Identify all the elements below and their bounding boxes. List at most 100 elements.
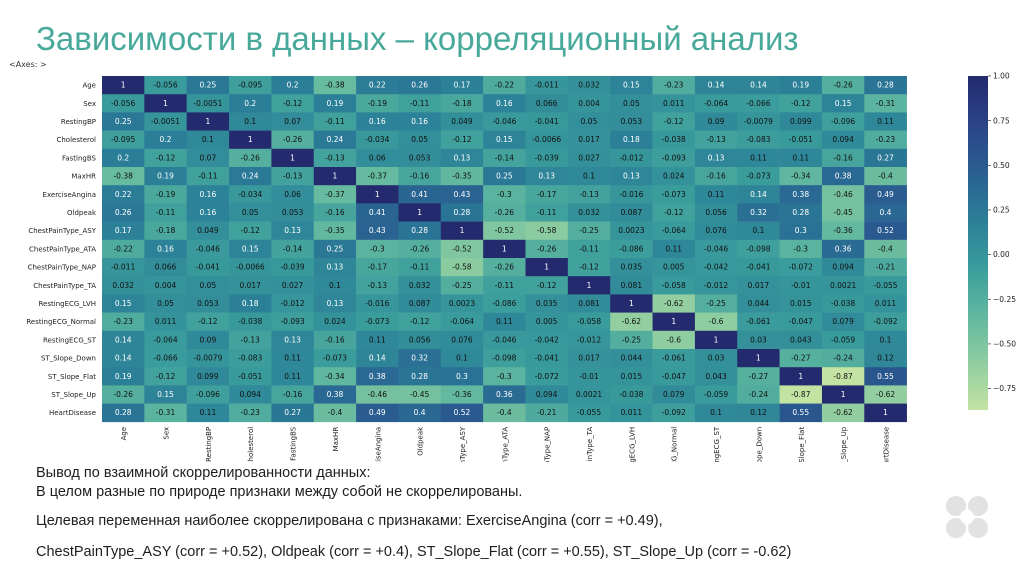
cell-value-label: 0.043 [705, 372, 727, 381]
cell-value-label: 1 [163, 99, 168, 108]
cell-value-label: 0.017 [578, 135, 600, 144]
heatmap-cell [652, 94, 696, 113]
cell-value-label: -0.26 [283, 135, 303, 144]
cell-value-label: 1 [333, 172, 338, 181]
heatmap-cell [567, 294, 611, 313]
heatmap-cell [567, 130, 611, 150]
heatmap-cell [483, 185, 526, 204]
cell-value-label: 0.004 [155, 281, 177, 290]
heatmap-cell [271, 130, 315, 150]
heatmap-cell [525, 349, 569, 368]
heatmap-cell [652, 276, 696, 295]
cell-value-label: -0.066 [746, 99, 770, 108]
cell-value-label: -0.3 [370, 244, 385, 253]
heatmap-cell [483, 112, 526, 131]
heatmap-cell [737, 258, 780, 277]
heatmap-cell [186, 94, 230, 113]
cell-value-label: -0.051 [789, 135, 813, 144]
heatmap-cell [567, 276, 611, 295]
heatmap-cell [229, 403, 272, 423]
cell-value-label: 1 [502, 244, 507, 253]
heatmap-cell [779, 94, 823, 113]
cell-value-label: -0.3 [497, 372, 512, 381]
cell-value-label: -0.11 [198, 172, 218, 181]
cell-value-label: 0.049 [197, 226, 219, 235]
column-tick-label: rciseAngina [374, 427, 382, 462]
cell-value-label: 0.1 [880, 335, 892, 344]
cell-value-label: -0.3 [497, 190, 512, 199]
heatmap-cell [779, 185, 823, 204]
heatmap-cell [440, 130, 484, 150]
column-tick-label: ainType_TA [586, 427, 594, 462]
cell-value-label: 0.24 [242, 172, 259, 181]
cell-value-label: -0.034 [365, 135, 389, 144]
heatmap-cell [356, 76, 399, 95]
heatmap-cell [102, 349, 145, 368]
cell-value-label: 0.087 [409, 299, 431, 308]
cell-value-label: 0.38 [835, 172, 852, 181]
cell-value-label: 0.11 [496, 317, 513, 326]
cell-value-label: -0.12 [664, 208, 684, 217]
heatmap-cell [313, 203, 357, 222]
cell-value-label: -0.23 [241, 408, 261, 417]
heatmap-cell [652, 367, 696, 386]
heatmap-cell [652, 330, 696, 350]
cell-value-label: 0.27 [284, 408, 301, 417]
cell-value-label: 0.25 [200, 81, 217, 90]
heatmap-cell [694, 330, 738, 350]
cell-value-label: -0.26 [495, 263, 515, 272]
heatmap-cell [313, 185, 357, 204]
heatmap-cell [271, 349, 315, 368]
column-tick-label: ngECG_LVH [628, 427, 636, 462]
colorbar-tick-label: 1.00 [993, 72, 1010, 81]
cell-value-label: -0.098 [492, 354, 516, 363]
cell-value-label: 0.16 [369, 117, 386, 126]
heatmap-cell [102, 203, 145, 222]
cell-value-label: 0.11 [665, 244, 682, 253]
cell-value-label: -0.25 [706, 299, 726, 308]
cell-value-label: -0.073 [323, 354, 347, 363]
heatmap-cell [398, 330, 442, 350]
cell-value-label: 0.49 [877, 190, 894, 199]
heatmap-cell [483, 258, 526, 277]
heatmap-cell [186, 276, 230, 295]
heatmap-cell [737, 185, 780, 204]
heatmap-cell [102, 94, 145, 113]
heatmap-cell [652, 385, 696, 404]
cell-value-label: 1 [290, 153, 295, 162]
heatmap-cell [779, 330, 823, 350]
heatmap-cell [440, 94, 484, 113]
heatmap-cell [610, 239, 653, 259]
row-tick-label: ST_Slope_Up [51, 391, 96, 399]
cell-value-label: 0.11 [284, 372, 301, 381]
cell-value-label: 0.49 [369, 408, 386, 417]
heatmap-cell [229, 294, 272, 313]
cell-value-label: -0.62 [664, 299, 684, 308]
cell-value-label: 0.12 [877, 354, 894, 363]
heatmap-cell [144, 276, 187, 295]
cell-value-label: -0.4 [878, 244, 893, 253]
cell-value-label: 0.38 [792, 190, 809, 199]
cell-value-label: -0.4 [328, 408, 343, 417]
heatmap-cell [610, 167, 653, 186]
cell-value-label: 0.05 [581, 117, 598, 126]
heatmap-cell [398, 385, 442, 404]
heatmap-cell [525, 112, 569, 131]
heatmap-cell [313, 312, 357, 332]
column-tick-label: Sex [163, 427, 171, 440]
heatmap-cell [694, 258, 738, 277]
cell-value-label: 0.027 [578, 153, 600, 162]
cell-value-label: 0.15 [157, 390, 174, 399]
heatmap-cell [694, 203, 738, 222]
row-tick-label: ExerciseAngina [43, 191, 96, 199]
cell-value-label: 0.1 [202, 135, 214, 144]
heatmap-cell [864, 203, 907, 222]
cell-value-label: 0.06 [369, 153, 386, 162]
heatmap-cell [737, 94, 780, 113]
row-tick-label: Oldpeak [67, 209, 97, 217]
cell-value-label: 0.0023 [449, 299, 475, 308]
heatmap-cell [610, 367, 653, 386]
column-labels: Age Sex RestingBP Cholesterol FastingBS MaxHR… [120, 426, 890, 462]
cell-value-label: -0.042 [704, 263, 728, 272]
cell-value-label: 0.14 [115, 335, 132, 344]
